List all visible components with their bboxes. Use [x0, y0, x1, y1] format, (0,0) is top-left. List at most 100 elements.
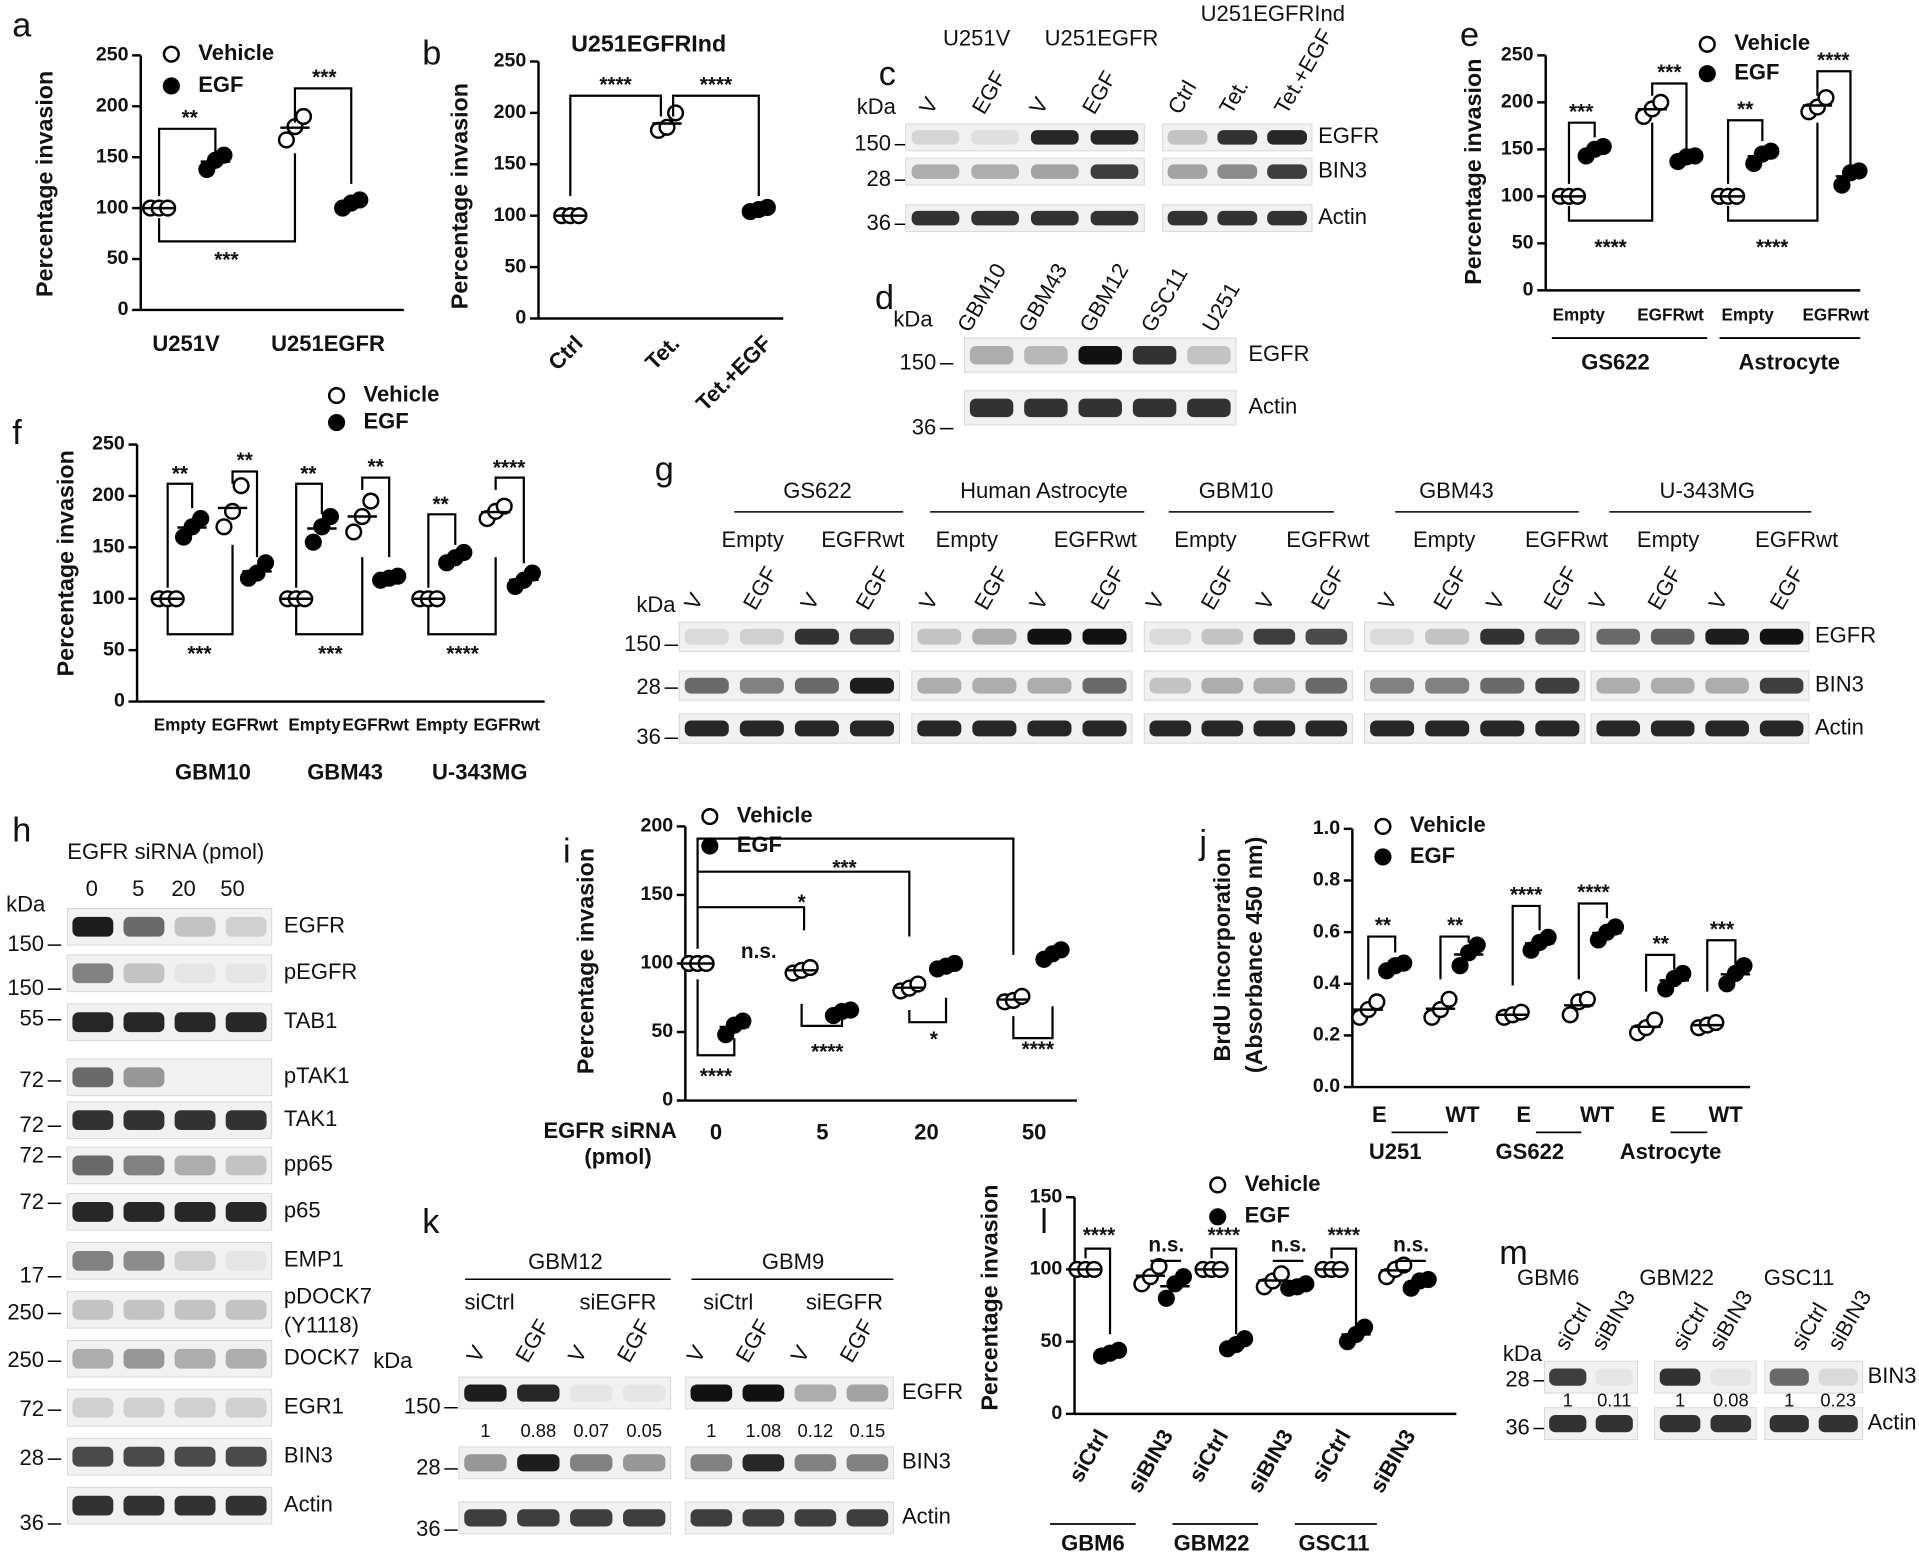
legend-marker [162, 45, 180, 63]
group-label: GBM22 [1174, 1531, 1250, 1556]
data-point [257, 554, 275, 572]
band [690, 1509, 733, 1527]
data-point [215, 146, 233, 164]
x-tick-label: WT [1445, 1102, 1480, 1127]
band [123, 1495, 165, 1516]
panel-letter: f [12, 414, 22, 452]
data-point [389, 567, 407, 585]
quantification: 0.11 [1597, 1389, 1631, 1410]
data-point [1686, 147, 1704, 165]
lane-label: V [679, 588, 708, 613]
x-tick-label: EGFRwt [342, 715, 409, 735]
significance-bracket [157, 153, 297, 243]
band [72, 1201, 114, 1222]
significance-bracket [166, 482, 194, 588]
lane-label: V [461, 1341, 490, 1366]
group-label: GBM6 [1517, 1265, 1579, 1290]
legend-marker [327, 387, 346, 405]
band [123, 1250, 165, 1271]
band [1596, 677, 1641, 694]
band [225, 1155, 267, 1176]
marker-label: 150 [7, 975, 44, 1000]
subgroup-label: Empty [721, 527, 783, 552]
band [1253, 720, 1296, 737]
band [1132, 345, 1177, 365]
quantification: 0.23 [1820, 1389, 1856, 1410]
row-label: Actin [1815, 714, 1864, 739]
kda-label: kDa [1503, 1341, 1543, 1366]
significance-label: ** [368, 455, 385, 478]
y-tick-label: 100 [640, 952, 673, 974]
band [174, 1299, 216, 1320]
significance-label: *** [214, 248, 239, 271]
lane-label: GBM12 [1074, 259, 1133, 336]
marker-label: 72 [20, 1112, 45, 1137]
band [464, 1454, 507, 1472]
row-label: Actin [902, 1504, 951, 1529]
panel-letter: m [1499, 1234, 1528, 1272]
lane-label: V [786, 1341, 815, 1366]
data-point [1652, 93, 1670, 111]
band [623, 1509, 666, 1527]
blot-strip [458, 1446, 672, 1480]
band [174, 1348, 216, 1369]
significance-bracket [1330, 1247, 1358, 1335]
row-label: pEGFR [284, 959, 357, 984]
significance-bracket [1651, 82, 1688, 154]
lane-label: V [1251, 588, 1280, 613]
y-tick-label: 50 [107, 247, 129, 269]
data-point [1356, 1318, 1374, 1336]
marker-label: 36 [912, 414, 937, 439]
band [174, 1110, 216, 1131]
significance-label: **** [1594, 236, 1627, 259]
data-point [232, 477, 250, 495]
band [1253, 628, 1296, 645]
y-axis-label: Percentage invasion [573, 848, 599, 1074]
lane-label: EGF [1086, 562, 1130, 614]
panel-letter: b [422, 34, 441, 72]
lane-label: V [1373, 588, 1402, 613]
band [794, 677, 839, 694]
band [1596, 628, 1641, 645]
x-tick-label: U251V [152, 331, 220, 356]
group-label: GSC11 [1299, 1531, 1370, 1556]
band [1078, 398, 1122, 418]
band [1659, 1415, 1701, 1433]
band [1149, 720, 1192, 737]
band [1650, 628, 1695, 645]
data-point [277, 131, 295, 149]
x-tick-label: 0 [710, 1119, 722, 1144]
group-label: GS622 [1581, 350, 1650, 375]
x-tick-label: WT [1709, 1102, 1744, 1127]
y-axis-label: Percentage invasion [32, 71, 58, 297]
data-point [1833, 176, 1851, 194]
y-tick-label: 150 [640, 883, 673, 905]
data-point [223, 502, 242, 520]
y-tick-label: 0 [114, 690, 125, 712]
band [1024, 345, 1068, 365]
y-tick-label: 0 [662, 1089, 673, 1111]
significance-label: ** [172, 463, 189, 486]
band [1082, 720, 1127, 737]
y-tick-label: 250 [96, 44, 129, 66]
band [123, 1397, 165, 1418]
significance-bracket [696, 906, 806, 949]
significance-label: **** [1328, 1224, 1361, 1247]
band [72, 1110, 114, 1131]
significance-label: **** [700, 1065, 733, 1088]
data-point [345, 523, 363, 541]
lane-label: V [914, 93, 943, 118]
data-point [1419, 1270, 1437, 1289]
data-point [1110, 1341, 1128, 1359]
significance-label: **** [446, 643, 479, 666]
marker-label: 28 [416, 1455, 441, 1480]
band [849, 720, 895, 737]
y-tick-label: 0.2 [1313, 1024, 1340, 1046]
significance-bracket [1567, 122, 1654, 222]
marker-label: 150 [7, 931, 44, 956]
quantification: 1 [1784, 1389, 1794, 1410]
band [690, 1384, 733, 1402]
band [917, 628, 962, 645]
row-label: DOCK7 [284, 1345, 360, 1370]
data-point [946, 954, 964, 973]
